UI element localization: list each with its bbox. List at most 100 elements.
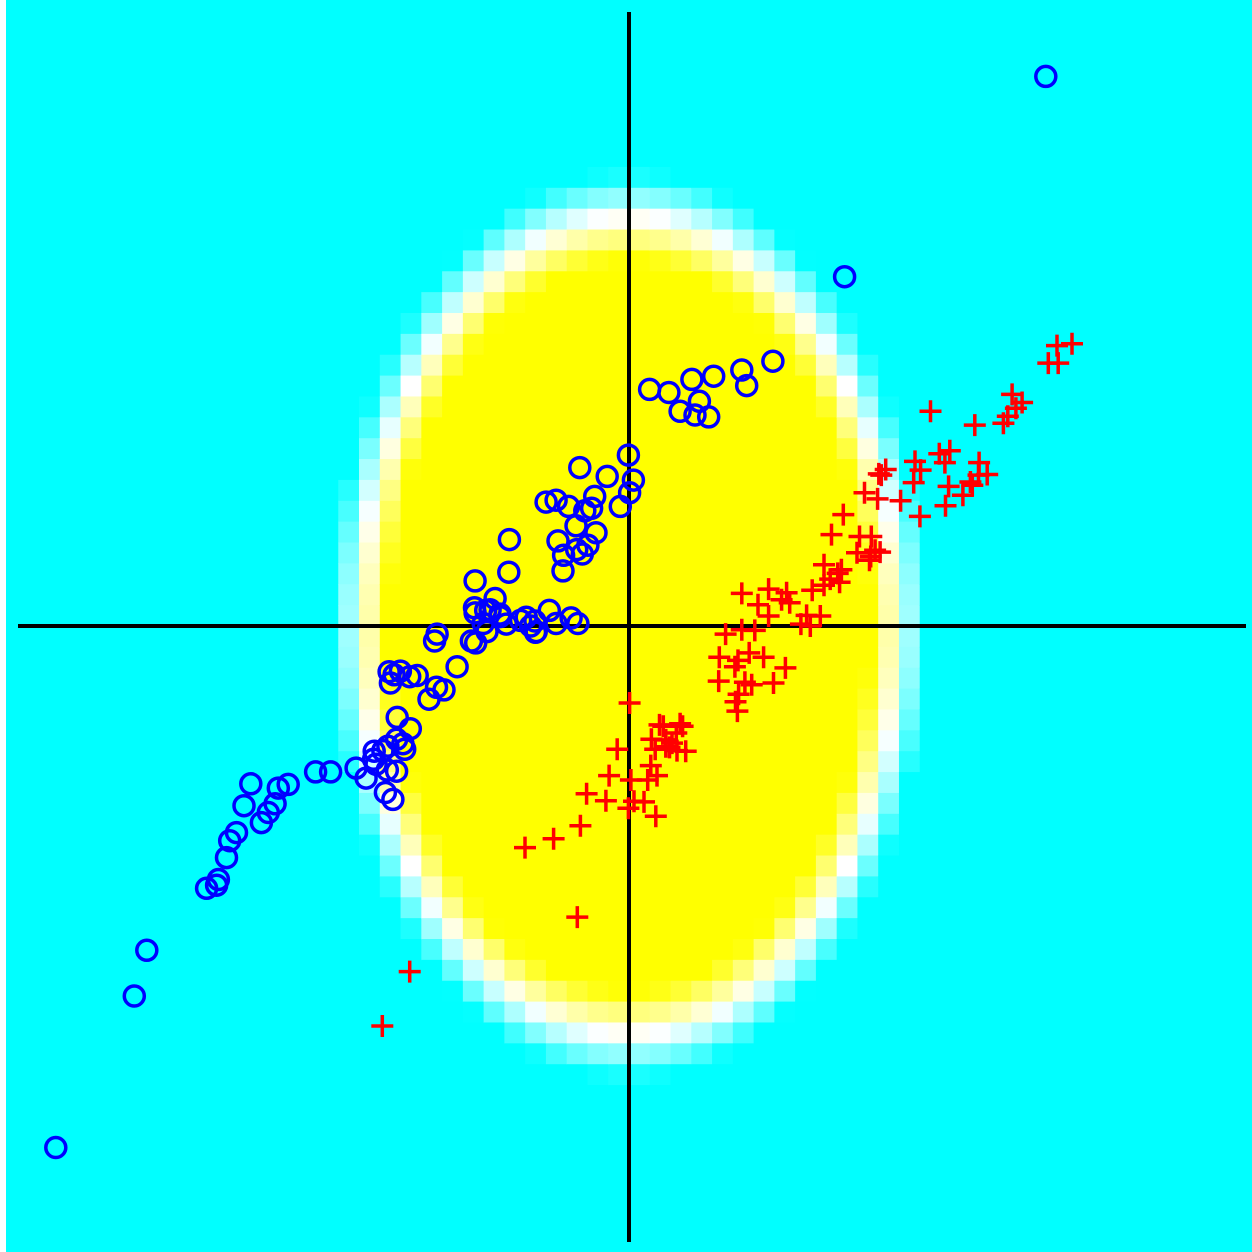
heatmap-cell	[275, 229, 298, 251]
heatmap-cell	[1065, 354, 1087, 377]
heatmap-cell	[587, 688, 609, 711]
heatmap-cell	[795, 375, 817, 398]
heatmap-cell	[1065, 1147, 1087, 1170]
heatmap-cell	[213, 626, 236, 648]
heatmap-cell	[1044, 688, 1066, 711]
heatmap-cell	[400, 41, 422, 64]
heatmap-cell	[317, 0, 339, 22]
heatmap-cell	[1231, 208, 1252, 231]
heatmap-cell	[919, 333, 942, 356]
heatmap-cell	[545, 1126, 568, 1149]
heatmap-cell	[400, 980, 422, 1003]
heatmap-cell	[213, 980, 236, 1003]
heatmap-cell	[587, 646, 609, 669]
heatmap-cell	[1127, 1105, 1149, 1128]
heatmap-cell	[566, 1001, 589, 1024]
heatmap-cell	[940, 1001, 962, 1024]
heatmap-cell	[1210, 479, 1232, 502]
heatmap-cell	[421, 1147, 443, 1170]
heatmap-cell	[1168, 313, 1191, 335]
heatmap-cell	[836, 1147, 859, 1170]
heatmap-cell	[89, 250, 111, 272]
heatmap-cell	[504, 292, 526, 314]
heatmap-cell	[462, 250, 485, 272]
heatmap-cell	[629, 1231, 651, 1252]
heatmap-cell	[566, 1231, 589, 1252]
point-plus	[908, 505, 931, 528]
heatmap-cell	[629, 792, 651, 815]
heatmap-cell	[379, 959, 402, 982]
heatmap-cell	[255, 459, 277, 481]
heatmap-cell	[1002, 1231, 1025, 1252]
heatmap-cell	[1002, 584, 1025, 606]
heatmap-cell	[172, 751, 194, 773]
heatmap-cell	[649, 667, 672, 690]
point-circle	[523, 620, 548, 645]
heatmap-cell	[1065, 229, 1087, 251]
heatmap-cell	[172, 1085, 194, 1107]
point-plus	[738, 641, 761, 664]
heatmap-cell	[836, 980, 859, 1003]
heatmap-cell	[483, 187, 505, 210]
heatmap-cell	[878, 772, 900, 794]
heatmap-cell	[255, 500, 277, 523]
heatmap-cell	[1023, 1085, 1045, 1107]
heatmap-cell	[296, 730, 319, 752]
heatmap-cell	[213, 584, 236, 606]
heatmap-cell	[151, 438, 173, 460]
point-circle	[608, 494, 633, 519]
heatmap-cell	[379, 229, 402, 251]
heatmap-cell	[1065, 521, 1087, 544]
heatmap-cell	[753, 1231, 775, 1252]
heatmap-cell	[109, 959, 132, 982]
heatmap-cell	[940, 605, 962, 627]
heatmap-cell	[878, 125, 900, 147]
heatmap-cell	[234, 876, 256, 898]
heatmap-cell	[649, 772, 672, 794]
heatmap-cell	[151, 792, 173, 815]
heatmap-cell	[670, 980, 692, 1003]
heatmap-cell	[795, 959, 817, 982]
heatmap-cell	[1127, 250, 1149, 272]
heatmap-cell	[192, 1105, 215, 1128]
heatmap-cell	[649, 876, 672, 898]
point-plus	[398, 960, 421, 983]
heatmap-cell	[670, 375, 692, 398]
heatmap-cell	[151, 41, 173, 64]
point-plus	[514, 836, 536, 859]
heatmap-cell	[130, 813, 152, 836]
heatmap-cell	[1127, 918, 1149, 940]
heatmap-cell	[1065, 1189, 1087, 1211]
heatmap-cell	[1023, 292, 1045, 314]
heatmap-cell	[940, 626, 962, 648]
heatmap-cell	[255, 479, 277, 502]
heatmap-cell	[525, 229, 547, 251]
heatmap-cell	[234, 1105, 256, 1128]
heatmap-cell	[1231, 250, 1252, 272]
heatmap-cell	[483, 208, 505, 231]
heatmap-cell	[1085, 855, 1108, 877]
heatmap-cell	[234, 1064, 256, 1086]
heatmap-cell	[1002, 125, 1025, 147]
heatmap-cell	[587, 563, 609, 585]
heatmap-cell	[1148, 479, 1170, 502]
heatmap-cell	[255, 166, 277, 189]
heatmap-cell	[47, 813, 69, 836]
heatmap-cell	[1044, 20, 1066, 43]
heatmap-cell	[982, 396, 1004, 418]
heatmap-cell	[6, 646, 28, 669]
heatmap-cell	[732, 834, 755, 857]
heatmap-cell	[982, 1085, 1004, 1107]
heatmap-cell	[338, 104, 360, 126]
heatmap-cell	[26, 62, 49, 85]
heatmap-cell	[1210, 626, 1232, 648]
heatmap-cell	[1168, 688, 1191, 711]
heatmap-cell	[130, 333, 152, 356]
heatmap-cell	[234, 41, 256, 64]
heatmap-cell	[1002, 62, 1025, 85]
point-circle	[135, 938, 159, 963]
heatmap-cell	[1127, 626, 1149, 648]
heatmap-cell	[566, 271, 589, 293]
heatmap-cell	[47, 479, 69, 502]
